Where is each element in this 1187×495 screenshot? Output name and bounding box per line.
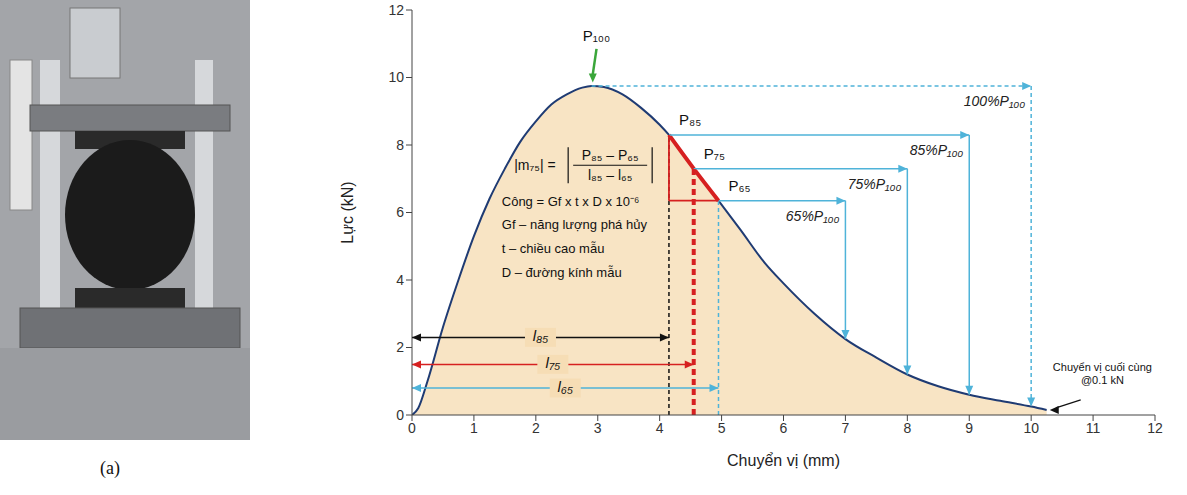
svg-text:10: 10: [388, 69, 404, 85]
svg-text:D – đường kính mẫu: D – đường kính mẫu: [502, 265, 622, 280]
svg-text:2: 2: [396, 339, 404, 355]
svg-text:4: 4: [656, 420, 664, 436]
svg-text:4: 4: [396, 272, 404, 288]
svg-text:P₈₅ – P₆₅: P₈₅ – P₆₅: [582, 147, 639, 163]
svg-text:8: 8: [396, 137, 404, 153]
svg-text:10: 10: [1023, 420, 1039, 436]
svg-text:3: 3: [594, 420, 602, 436]
svg-text:P₆₅: P₆₅: [728, 177, 750, 194]
svg-text:11: 11: [1086, 420, 1101, 436]
svg-text:Chuyển vị cuối cùng: Chuyển vị cuối cùng: [1053, 361, 1152, 373]
svg-text:9: 9: [965, 420, 973, 436]
svg-text:2: 2: [532, 420, 540, 436]
svg-text:8: 8: [903, 420, 911, 436]
svg-text:P₁₀₀: P₁₀₀: [583, 27, 611, 44]
svg-text:l₈₅: l₈₅: [533, 327, 549, 344]
svg-text:0: 0: [396, 407, 404, 423]
svg-text:65%P₁₀₀: 65%P₁₀₀: [786, 208, 840, 224]
svg-text:Gf – năng lượng phá hủy: Gf – năng lượng phá hủy: [502, 217, 648, 232]
svg-text:@0.1 kN: @0.1 kN: [1081, 374, 1124, 386]
svg-text:Công = Gf x t x D x 10⁻⁶: Công = Gf x t x D x 10⁻⁶: [502, 194, 640, 209]
svg-text:Lực (kN): Lực (kN): [339, 181, 356, 243]
svg-text:5: 5: [718, 420, 726, 436]
svg-text:6: 6: [396, 204, 404, 220]
svg-text:6: 6: [780, 420, 788, 436]
svg-text:P₇₅: P₇₅: [704, 145, 725, 162]
svg-text:1: 1: [470, 420, 478, 436]
svg-text:100%P₁₀₀: 100%P₁₀₀: [964, 93, 1025, 109]
svg-text:7: 7: [842, 420, 850, 436]
svg-text:l₆₅: l₆₅: [558, 378, 573, 395]
svg-text:85%P₁₀₀: 85%P₁₀₀: [910, 142, 964, 158]
svg-text:t – chiều cao mẫu: t – chiều cao mẫu: [502, 241, 605, 256]
svg-text:l₇₅: l₇₅: [546, 354, 561, 371]
svg-text:P₈₅: P₈₅: [679, 111, 701, 128]
svg-text:75%P₁₀₀: 75%P₁₀₀: [848, 176, 902, 192]
svg-text:0: 0: [408, 420, 416, 436]
svg-text:12: 12: [388, 2, 404, 18]
svg-text:l₈₅ – l₆₅: l₈₅ – l₆₅: [588, 167, 633, 183]
svg-text:Chuyển vị (mm): Chuyển vị (mm): [727, 452, 840, 469]
html-text:(a): (a): [100, 458, 120, 478]
svg-text:|m₇₅| =: |m₇₅| =: [514, 157, 555, 173]
svg-text:12: 12: [1147, 420, 1163, 436]
